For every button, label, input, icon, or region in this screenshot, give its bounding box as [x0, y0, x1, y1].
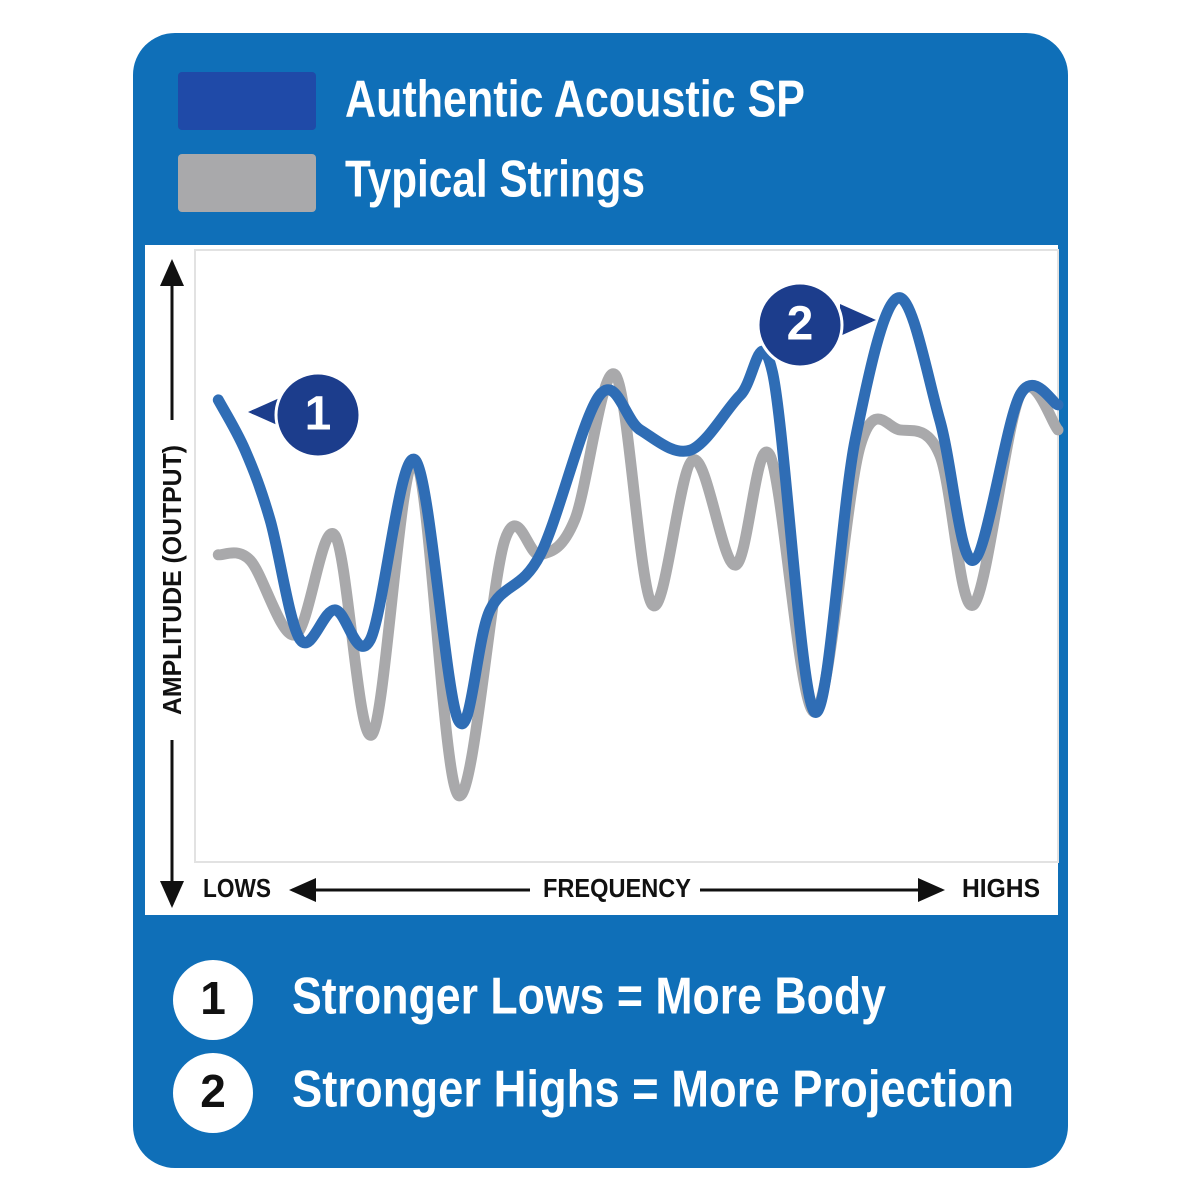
legend-swatch [178, 154, 316, 212]
annotation-label: 2 [787, 298, 814, 351]
note-badge [173, 1053, 253, 1133]
note-number: 1 [200, 972, 226, 1024]
annotation-badge [756, 281, 844, 369]
x-axis-label: FREQUENCY [543, 873, 691, 903]
y-axis-label: AMPLITUDE (OUTPUT) [157, 445, 187, 715]
legend-swatch [178, 72, 316, 130]
note-number: 2 [200, 1065, 226, 1117]
plot-area [145, 245, 1058, 915]
legend-label: Authentic Acoustic SP [345, 71, 805, 129]
x-start-label: LOWS [203, 873, 271, 903]
series-line [212, 368, 1064, 801]
annotation-badge [274, 371, 362, 459]
note-badge [173, 960, 253, 1040]
annotation-label: 1 [305, 388, 332, 441]
plot-frame [194, 249, 1059, 863]
legend-label: Typical Strings [345, 151, 645, 209]
note-text: Stronger Highs = More Projection [292, 1061, 1014, 1119]
lines [212, 292, 1064, 801]
series-line [212, 292, 1064, 730]
x-end-label: HIGHS [962, 873, 1040, 903]
note-text: Stronger Lows = More Body [292, 968, 886, 1026]
